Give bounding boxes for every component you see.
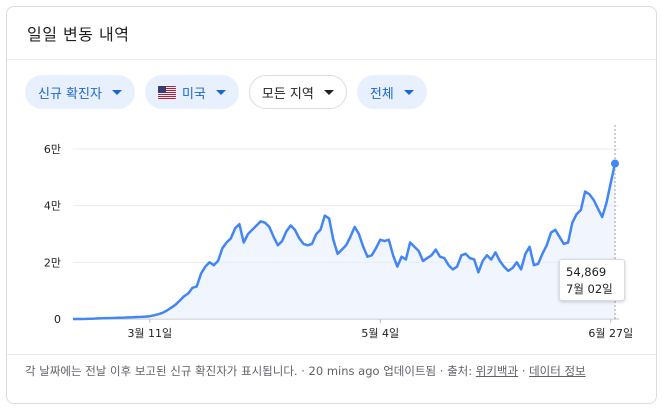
- chevron-down-icon: [323, 89, 334, 95]
- filter-chip-label: 전체: [369, 86, 394, 102]
- x-tick-label: 5월 4일: [361, 326, 399, 340]
- footer-separator: ·: [518, 364, 530, 378]
- footer-text: 각 날짜에는 전날 이후 보고된 신규 확진자가 표시됩니다. · 20 min…: [25, 364, 476, 378]
- filter-chip-0[interactable]: 신규 확진자: [25, 75, 135, 109]
- x-tick-label: 6월 27일: [588, 326, 633, 340]
- tooltip-date: 7월 02일: [566, 282, 613, 296]
- daily-changes-card: 일일 변동 내역 신규 확진자 미국 모든 지역 전체 0 2만 4만 6만 3월 11일 5…: [6, 6, 657, 404]
- y-tick-label: 6만: [44, 143, 61, 156]
- filter-chip-2[interactable]: 모든 지역: [248, 75, 347, 109]
- filter-bar: 신규 확진자 미국 모든 지역 전체: [25, 75, 427, 109]
- divider: [7, 59, 656, 60]
- y-tick-label: 4만: [44, 200, 61, 213]
- tooltip-value: 54,869: [566, 265, 607, 279]
- x-tick-label: 3월 11일: [127, 326, 172, 340]
- card-title: 일일 변동 내역: [27, 25, 130, 44]
- chart-footer: 각 날짜에는 전날 이후 보고된 신규 확진자가 표시됩니다. · 20 min…: [25, 363, 645, 379]
- chevron-down-icon: [215, 89, 226, 95]
- y-tick-label: 0: [54, 313, 61, 326]
- source-link-wikipedia[interactable]: 위키백과: [475, 364, 519, 378]
- us-flag-icon: [157, 85, 176, 99]
- chart-tooltip: 54,869 7월 02일: [559, 259, 625, 301]
- x-axis: 3월 11일 5월 4일 6월 27일: [127, 319, 633, 340]
- chevron-down-icon: [111, 89, 122, 95]
- filter-chip-label: 모든 지역: [261, 86, 314, 102]
- cases-chart[interactable]: 0 2만 4만 6만 3월 11일 5월 4일 6월 27일: [7, 7, 657, 352]
- cases-line: [73, 163, 617, 321]
- hover-point: [611, 159, 619, 168]
- filter-chip-3[interactable]: 전체: [356, 75, 427, 109]
- filter-chip-label: 신규 확진자: [38, 86, 102, 102]
- divider: [7, 354, 656, 355]
- y-axis: 0 2만 4만 6만: [44, 143, 61, 326]
- chevron-down-icon: [403, 89, 414, 95]
- data-info-link[interactable]: 데이터 정보: [529, 364, 586, 378]
- cases-area: [73, 163, 615, 319]
- filter-chip-label: 미국: [181, 86, 206, 102]
- y-tick-label: 2만: [44, 256, 61, 269]
- filter-chip-1[interactable]: 미국: [144, 75, 239, 109]
